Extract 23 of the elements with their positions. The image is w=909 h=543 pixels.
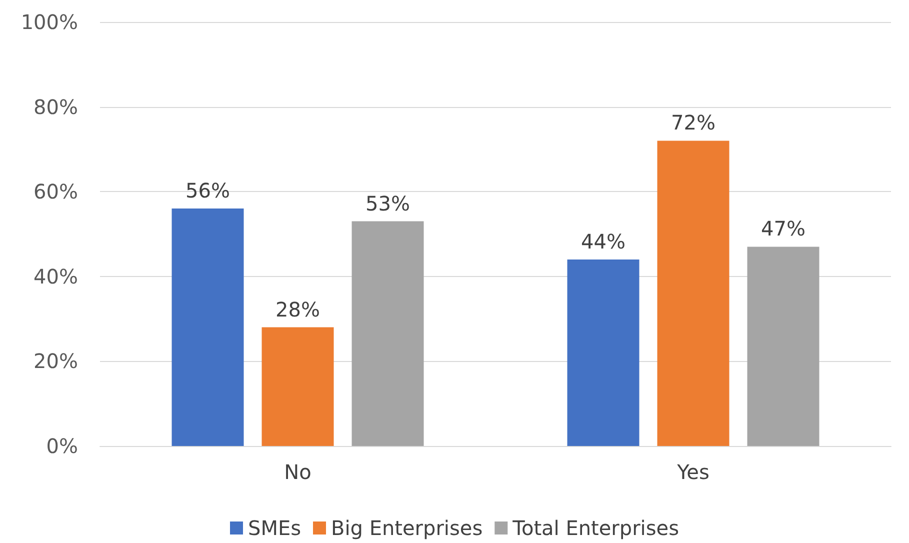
legend-label: Total Enterprises: [512, 516, 680, 540]
data-label: 56%: [186, 178, 230, 203]
data-label: 28%: [276, 297, 320, 322]
y-tick-label: 20%: [34, 349, 78, 374]
bar: [172, 208, 244, 446]
data-label: 47%: [761, 216, 806, 241]
data-label: 72%: [671, 110, 716, 135]
y-tick-label: 0%: [46, 434, 78, 458]
bar: [352, 221, 424, 446]
data-label: 44%: [581, 229, 626, 254]
y-tick-label: 80%: [34, 94, 78, 119]
legend-label: Big Enterprises: [331, 516, 483, 540]
y-tick-label: 100%: [20, 10, 78, 34]
y-tick-label: 60%: [34, 180, 78, 204]
bar: [567, 259, 640, 446]
data-label: 53%: [366, 191, 410, 216]
bar: [262, 327, 334, 446]
y-tick-label: 40%: [34, 264, 78, 288]
x-tick-label: Yes: [676, 460, 710, 484]
bar: [747, 246, 820, 446]
x-tick-label: No: [284, 460, 312, 484]
bar: [657, 140, 730, 446]
legend-label: SMEs: [248, 516, 302, 540]
